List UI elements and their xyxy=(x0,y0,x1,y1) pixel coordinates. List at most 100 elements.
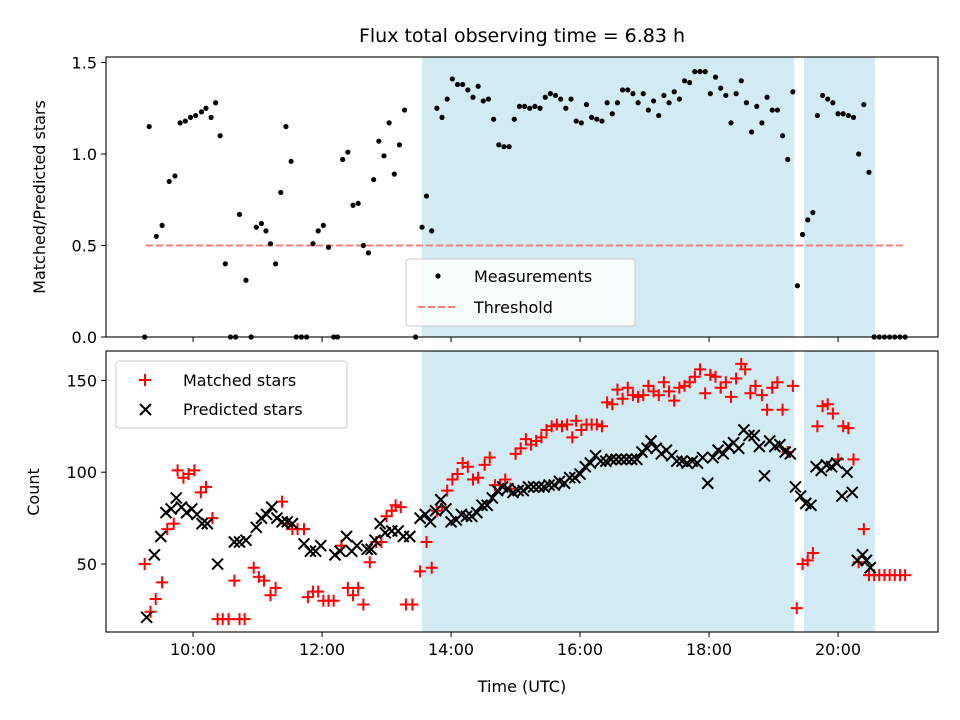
measurement-point xyxy=(707,91,713,97)
predicted-star-point xyxy=(804,499,818,512)
measurement-point xyxy=(743,100,750,106)
predicted-star-point xyxy=(429,504,442,517)
predicted-star-point xyxy=(522,480,535,494)
measurement-point xyxy=(258,220,265,227)
matched-star-point xyxy=(611,383,624,396)
matched-star-point xyxy=(446,473,459,486)
predicted-star-point xyxy=(711,443,725,457)
x-tick-label: 16:00 xyxy=(557,640,603,659)
matched-star-point xyxy=(161,523,174,536)
predicted-star-point xyxy=(856,548,869,562)
predicted-star-point xyxy=(825,460,838,473)
measurement-point xyxy=(516,103,523,110)
matched-star-point xyxy=(425,561,438,574)
measurement-point xyxy=(835,111,841,117)
matched-star-point xyxy=(414,565,427,578)
measurement-point xyxy=(794,283,800,289)
x-tick-label: 12:00 xyxy=(299,640,345,659)
measurement-point xyxy=(182,118,188,124)
matched-star-point xyxy=(673,381,686,394)
measurement-point xyxy=(501,144,507,150)
matched-star-point xyxy=(657,376,670,389)
measurement-point xyxy=(365,250,372,256)
measurement-point xyxy=(749,129,755,135)
matched-star-point xyxy=(199,480,212,493)
measurement-point xyxy=(470,94,476,100)
measurement-point xyxy=(687,80,693,86)
matched-star-point xyxy=(420,536,433,549)
predicted-star-point xyxy=(511,484,525,497)
predicted-star-point xyxy=(758,469,771,483)
predicted-star-point xyxy=(286,517,299,530)
measurement-point xyxy=(738,78,744,84)
predicted-star-point xyxy=(527,480,540,494)
measurement-point xyxy=(666,100,672,106)
matched-star-point xyxy=(276,495,289,508)
measurement-point xyxy=(217,133,223,139)
matched-star-point xyxy=(744,387,757,400)
predicted-star-point xyxy=(260,508,273,521)
predicted-star-point xyxy=(140,611,153,624)
predicted-star-point xyxy=(170,491,183,505)
measurement-point xyxy=(485,96,492,102)
ratio-panel: 0.0 0.5 1.0 1.5 Matched/Predicted stars Mea… xyxy=(30,53,939,347)
predicted-star-point xyxy=(148,548,161,562)
matched-star-point xyxy=(626,389,639,402)
measurement-point xyxy=(213,100,219,106)
predicted-star-point xyxy=(350,539,364,552)
matched-star-point xyxy=(694,363,707,376)
observing-window-1 xyxy=(803,351,875,632)
measurement-point xyxy=(856,151,862,157)
measurement-point xyxy=(723,92,729,99)
matched-star-point xyxy=(144,605,157,618)
matched-star-point xyxy=(847,453,860,466)
legend-top: Measurements Threshold xyxy=(405,258,636,327)
measurement-point xyxy=(267,241,274,247)
measurement-point xyxy=(360,242,366,249)
predicted-star-point xyxy=(840,466,854,479)
matched-star-point xyxy=(545,420,558,433)
predicted-legend-marker xyxy=(139,403,152,416)
matched-star-point xyxy=(238,613,251,626)
matched-star-point xyxy=(347,589,360,602)
measurement-point xyxy=(712,74,719,80)
measurement-point xyxy=(315,228,321,234)
predicted-star-point xyxy=(640,442,654,455)
predicted-star-point xyxy=(228,535,241,549)
matched-star-point xyxy=(550,418,563,431)
observing-windows-bottom xyxy=(422,351,875,632)
measurement-point xyxy=(340,156,346,163)
predicted-star-point xyxy=(830,456,843,470)
predicted-star-point xyxy=(333,544,347,558)
measurement-point xyxy=(172,173,178,179)
predicted-star-point xyxy=(250,521,263,534)
measurement-point xyxy=(861,101,867,108)
measurement-point xyxy=(645,107,652,113)
measurement-point xyxy=(702,69,708,75)
threshold-legend-label: Threshold xyxy=(473,298,553,317)
predicted-star-point xyxy=(670,454,683,468)
predicted-star-point xyxy=(439,502,453,516)
measurement-point xyxy=(583,101,590,108)
predicted-star-point xyxy=(630,453,644,466)
matched-star-point xyxy=(652,389,665,402)
matched-star-point xyxy=(749,379,762,392)
matched-star-point xyxy=(811,420,824,433)
predicted-star-point xyxy=(609,453,623,466)
measurement-point xyxy=(810,209,816,216)
predicted-star-point xyxy=(584,456,597,470)
measurement-point xyxy=(187,114,194,120)
legend-box xyxy=(405,258,636,327)
predicted-star-point xyxy=(373,517,387,530)
y-tick-label: 100 xyxy=(66,463,97,482)
measurement-point xyxy=(439,114,445,120)
measurement-point xyxy=(243,277,249,283)
measurement-point xyxy=(391,171,397,177)
x-tick-label: 10:00 xyxy=(170,640,216,659)
measurement-point xyxy=(491,116,497,122)
predicted-star-point xyxy=(239,533,253,547)
matched-star-point xyxy=(461,460,474,473)
measurement-point xyxy=(263,228,269,234)
predicted-star-point xyxy=(470,506,484,519)
predicted-star-point xyxy=(615,453,628,466)
